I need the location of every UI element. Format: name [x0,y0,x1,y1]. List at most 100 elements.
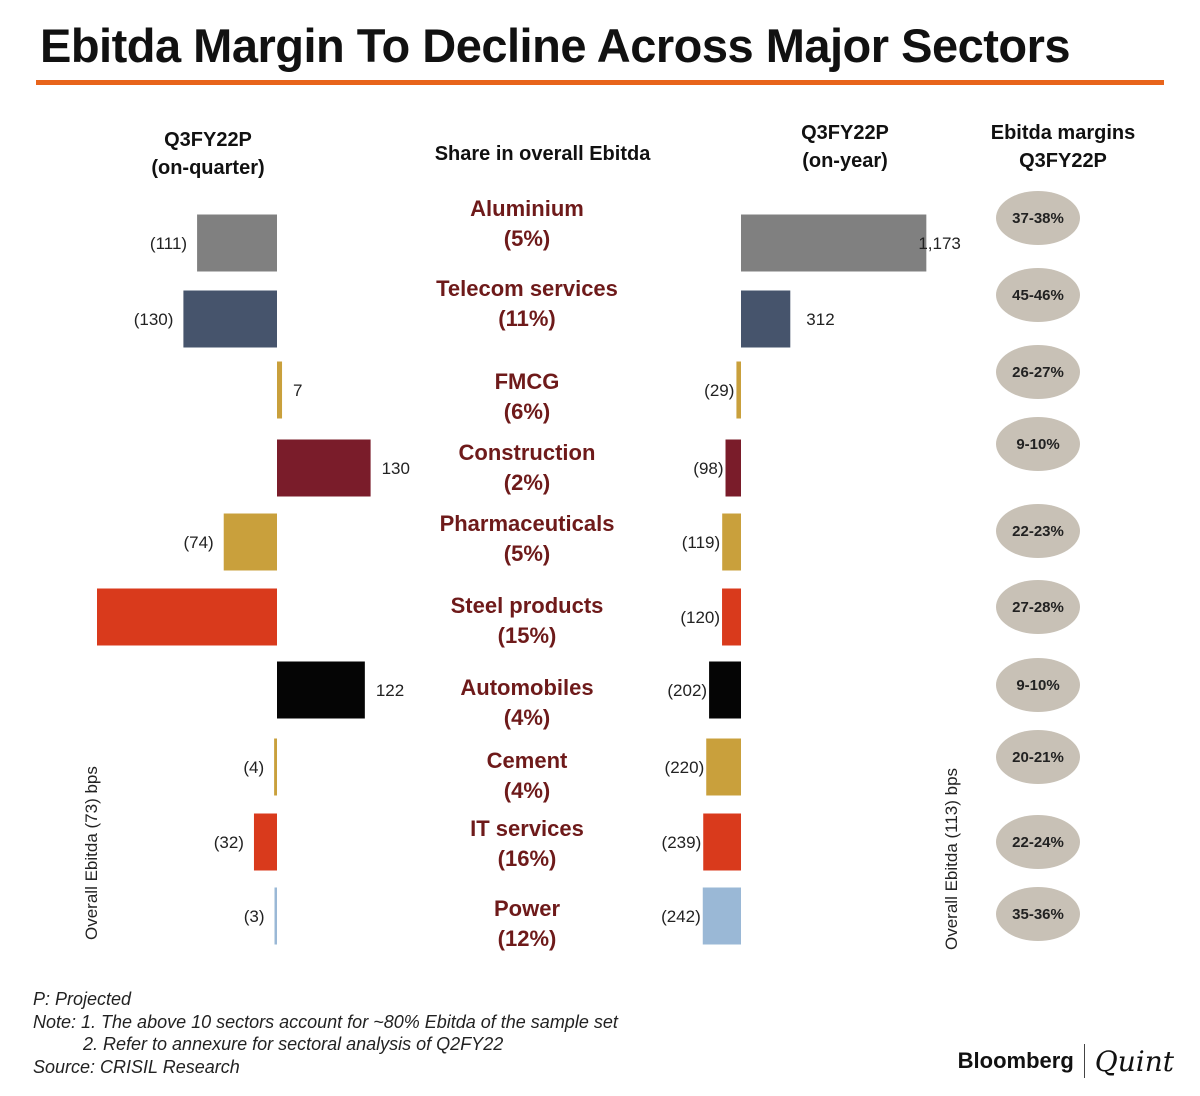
margin-value-7: 20-21% [1012,749,1064,766]
sector-share-2: (6%) [504,399,550,424]
sector-name-6: Automobiles [460,675,593,700]
margin-value-4: 22-23% [1012,523,1064,540]
bar-yr-4 [722,513,741,571]
label-yr-5: (120) [680,608,720,627]
bar-qtr-7 [274,738,277,796]
right-header-line1: Q3FY22P [801,122,889,144]
sector-share-4: (5%) [504,541,550,566]
margin-value-1: 45-46% [1012,287,1064,304]
sector-name-4: Pharmaceuticals [440,511,615,536]
label-qtr-8: (32) [214,833,244,852]
label-qtr-4: (74) [183,533,213,552]
margin-pill-0 [996,191,1080,245]
note-projected: P: Projected [33,989,132,1009]
bar-qtr-1 [183,290,277,348]
label-yr-0: 1,173 [918,234,961,253]
label-yr-3: (98) [693,459,723,478]
margin-header-line1: Ebitda margins [990,122,1136,144]
label-yr-6: (202) [667,681,707,700]
sector-name-7: Cement [487,748,568,773]
sector-name-5: Steel products [451,593,604,618]
margin-value-2: 26-27% [1012,364,1064,381]
bar-yr-6 [709,661,741,719]
sector-name-8: IT services [470,816,584,841]
on-year-labels: 1,173 312 (29) (98) (119) (120) (202) (220) (239… [661,234,961,926]
label-qtr-1: (130) [134,310,174,329]
overall-ebitda-right-label: Overall Ebitda (113) bps [942,768,961,950]
sector-share-9: (12%) [498,926,557,951]
chart-title: Ebitda Margin To Decline Across Major Se… [40,19,1071,72]
brand-bloomberg: Bloomberg [957,1048,1074,1073]
bar-yr-9 [702,887,741,945]
bar-qtr-4 [223,513,277,571]
right-axis-header: Q3FY22P (on-year) [765,119,925,175]
sector-share-0: (5%) [504,226,550,251]
left-header-line2: (on-quarter) [151,157,265,179]
overall-ebitda-left-label: Overall Ebitda (73) bps [82,766,101,940]
label-yr-4: (119) [682,533,720,552]
center-header: Share in overall Ebitda [434,143,651,165]
label-yr-2: (29) [704,381,734,400]
margin-pill-8 [996,815,1080,869]
bar-qtr-5 [97,588,277,646]
bar-qtr-6 [277,661,365,719]
bar-qtr-0 [197,214,277,272]
on-year-bars [702,214,927,945]
on-quarter-labels: (111) (130) 7 130 (74) 122 (4) (32) (3) [134,234,410,926]
label-yr-9: (242) [661,907,701,926]
sector-share-8: (16%) [498,846,557,871]
sector-labels: Aluminium (5%) Telecom services (11%) FMCG (6… [436,196,618,951]
left-header-line1: Q3FY22P [164,129,252,151]
bar-qtr-9 [274,887,277,945]
note-source: Source: CRISIL Research [33,1056,240,1077]
sector-share-7: (4%) [504,778,550,803]
label-qtr-0: (111) [150,234,187,253]
sector-name-2: FMCG [495,369,560,394]
margin-pill-6 [996,658,1080,712]
margin-pill-5 [996,580,1080,634]
sector-name-0: Aluminium [470,196,584,221]
label-qtr-3: 130 [382,459,410,478]
bar-yr-0 [741,214,927,272]
margin-value-3: 9-10% [1016,436,1059,453]
note-1: Note: 1. The above 10 sectors account fo… [33,1011,618,1032]
margin-value-5: 27-28% [1012,599,1064,616]
label-qtr-7: (4) [243,758,264,777]
left-axis-header: Q3FY22P (on-quarter) [128,126,288,182]
label-yr-8: (239) [662,833,702,852]
margin-pills: 37-38% 45-46% 26-27% 9-10% 22-23% 27-28% 9-10%… [996,191,1080,941]
sector-share-5: (15%) [498,623,557,648]
bar-yr-1 [741,290,791,348]
bar-yr-7 [706,738,741,796]
on-quarter-bars [97,214,371,945]
note-2: 2. Refer to annexure for sectoral analys… [83,1034,504,1054]
bar-yr-8 [703,813,741,871]
margin-pill-7 [996,730,1080,784]
sector-name-9: Power [494,896,560,921]
margin-pill-3 [996,417,1080,471]
bar-qtr-8 [253,813,277,871]
sector-share-1: (11%) [498,306,555,331]
margin-header-line2: Q3FY22P [1019,150,1107,172]
footnotes: P: Projected Note: 1. The above 10 secto… [33,988,618,1078]
brand-separator [1083,1044,1085,1078]
bar-yr-2 [736,361,741,419]
margin-value-0: 37-38% [1012,210,1064,227]
bar-yr-3 [725,439,741,497]
bar-qtr-2 [277,361,283,419]
label-qtr-2: 7 [293,381,302,400]
label-yr-1: 312 [806,310,834,329]
sector-share-3: (2%) [504,470,550,495]
margin-pill-9 [996,887,1080,941]
right-header-line2: (on-year) [802,150,888,172]
margin-pill-2 [996,345,1080,399]
label-qtr-6: 122 [376,681,404,700]
margin-pill-1 [996,268,1080,322]
margin-header: Ebitda margins Q3FY22P [958,119,1168,175]
margin-value-8: 22-24% [1012,834,1064,851]
margin-value-9: 35-36% [1012,906,1064,923]
label-yr-7: (220) [665,758,705,777]
bar-qtr-3 [277,439,371,497]
title-underline [36,80,1164,85]
